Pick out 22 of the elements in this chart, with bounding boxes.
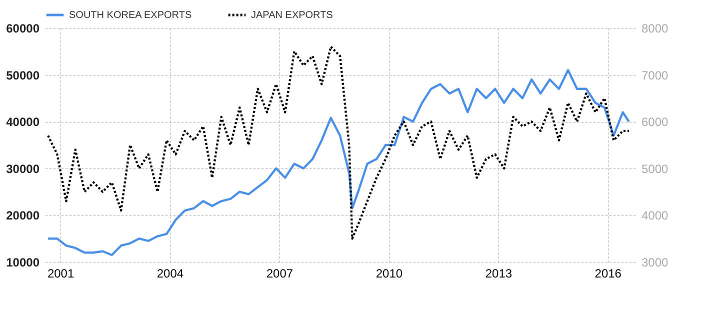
line-series: [46, 69, 630, 256]
line-series: [46, 46, 630, 240]
y2-tick-label: 3000: [642, 256, 669, 270]
y2-tick-label: 4000: [642, 208, 669, 223]
y-tick-label: 10000: [6, 256, 40, 270]
x-tick-label: 2004: [156, 266, 184, 280]
legend-label: SOUTH KOREA EXPORTS: [69, 10, 192, 21]
y-tick-label: 60000: [6, 22, 40, 36]
y2-tick-label: 6000: [642, 115, 669, 130]
legend-label: JAPAN EXPORTS: [251, 10, 334, 21]
x-tick-label: 2007: [266, 266, 294, 280]
x-tick-label: 2016: [594, 266, 622, 280]
y2-tick-label: 8000: [642, 22, 669, 36]
x-tick-label: 2013: [485, 266, 512, 280]
x-tick-label: 2010: [376, 266, 403, 280]
y-tick-label: 20000: [6, 208, 40, 223]
y2-tick-label: 7000: [642, 68, 669, 82]
y2-tick-label: 5000: [642, 162, 669, 176]
y-tick-label: 40000: [6, 115, 40, 130]
y-tick-label: 50000: [6, 68, 40, 82]
x-tick-label: 2001: [47, 266, 74, 280]
y-tick-label: 30000: [6, 162, 40, 176]
